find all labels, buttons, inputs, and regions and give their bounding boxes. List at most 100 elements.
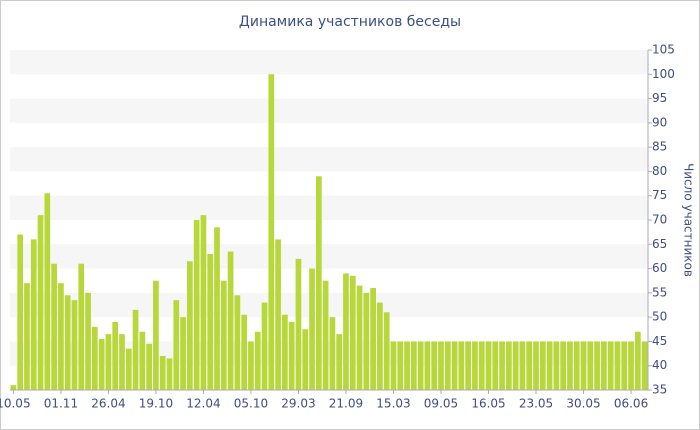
bar: [621, 341, 628, 390]
y-tick-label: 70: [652, 213, 667, 227]
x-tick-label: 10.05: [0, 397, 31, 411]
bar: [173, 300, 180, 390]
y-tick-label: 85: [652, 140, 667, 154]
grid-band: [10, 50, 648, 75]
bar: [119, 334, 125, 390]
bar: [220, 280, 227, 390]
x-tick-label: 06.06: [614, 397, 648, 411]
y-tick-label: 35: [652, 383, 667, 397]
grid-band: [10, 98, 648, 123]
grid-band: [10, 292, 648, 318]
x-tick-label: 01.11: [44, 397, 78, 411]
x-tick-label: 26.04: [91, 397, 125, 411]
bar: [356, 285, 363, 390]
bar: [309, 268, 315, 390]
x-tick-label: 23.05: [519, 397, 553, 411]
bar: [431, 341, 438, 390]
y-tick-label: 90: [652, 115, 667, 129]
y-tick-label: 105: [652, 43, 675, 57]
x-tick-label: 16.05: [471, 397, 505, 411]
bar: [553, 341, 560, 390]
x-tick-label: 15.03: [376, 397, 410, 411]
bar: [478, 341, 485, 390]
bar: [98, 339, 105, 390]
y-tick-label: 60: [652, 261, 667, 275]
bar: [51, 263, 57, 390]
bar: [187, 261, 193, 390]
bar: [139, 331, 146, 390]
bar: [560, 341, 567, 390]
bar: [526, 341, 533, 390]
bar: [275, 239, 281, 390]
x-tick-label: 30.05: [566, 397, 600, 411]
x-tick-label: 29.03: [281, 397, 315, 411]
bar: [146, 343, 152, 390]
bar: [601, 341, 607, 390]
bar: [336, 334, 343, 390]
bar: [424, 341, 431, 390]
bar: [227, 251, 234, 390]
bar: [546, 341, 553, 390]
bar: [254, 331, 261, 390]
bar: [207, 254, 214, 390]
grid-band: [10, 147, 648, 172]
bar: [200, 215, 207, 390]
bar: [105, 334, 112, 390]
bar: [567, 341, 573, 390]
x-tick-label: 21.09: [329, 397, 363, 411]
bar: [614, 341, 621, 390]
bar: [295, 258, 302, 390]
bar: [91, 326, 98, 390]
bar: [417, 341, 424, 390]
bar: [444, 341, 451, 390]
bar: [377, 302, 383, 390]
bar: [302, 329, 309, 390]
bar: [71, 300, 78, 390]
bar: [159, 356, 166, 390]
bar: [628, 341, 634, 390]
bar: [282, 314, 288, 390]
x-tick-label: 19.10: [139, 397, 173, 411]
x-tick-label: 12.04: [186, 397, 220, 411]
bar: [288, 322, 295, 390]
bar: [64, 295, 71, 390]
bar: [241, 314, 248, 390]
bar: [519, 341, 526, 390]
bar: [539, 341, 546, 390]
bar: [634, 331, 641, 390]
bar: [472, 341, 478, 390]
bar: [132, 309, 139, 390]
bar: [458, 341, 465, 390]
bar: [533, 341, 539, 390]
bar: [370, 288, 376, 390]
bar: [594, 341, 600, 390]
bar: [397, 341, 404, 390]
bar: [78, 263, 85, 390]
bar: [485, 341, 492, 390]
bar: [10, 385, 17, 390]
bar: [125, 348, 132, 390]
bar: [438, 341, 444, 390]
y-tick-label: 40: [652, 358, 667, 372]
y-tick-label: 75: [652, 188, 667, 202]
bar: [17, 234, 24, 390]
bar: [58, 283, 64, 390]
bar: [166, 358, 173, 390]
bar: [451, 341, 458, 390]
y-tick-label: 45: [652, 334, 667, 348]
bar: [315, 176, 322, 390]
bar: [44, 193, 51, 390]
bar: [30, 239, 37, 390]
bar: [214, 227, 220, 390]
y-tick-label: 95: [652, 91, 667, 105]
bar: [573, 341, 580, 390]
bar: [580, 341, 587, 390]
grid-band: [10, 244, 648, 269]
bar: [112, 322, 119, 390]
grid-band: [10, 195, 648, 220]
bar: [268, 74, 275, 391]
bar: [587, 341, 594, 390]
bar: [492, 341, 499, 390]
bar: [499, 341, 505, 390]
